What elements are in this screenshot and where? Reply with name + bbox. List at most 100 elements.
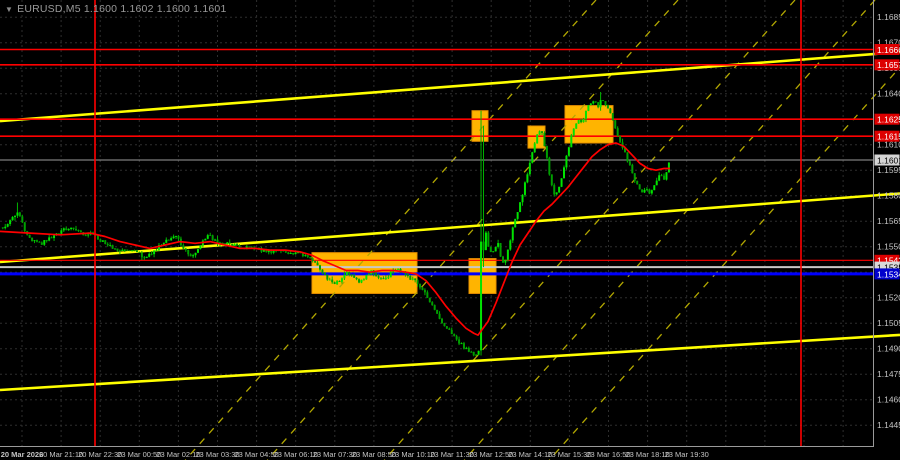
candle-body: [419, 283, 422, 288]
candle-body: [514, 218, 517, 228]
candle-body: [75, 228, 77, 230]
candle-body: [543, 132, 546, 147]
candle-body: [575, 123, 578, 129]
candle-body: [560, 178, 563, 187]
candle-body: [209, 235, 212, 237]
candle-body: [489, 246, 492, 253]
candle-body: [431, 302, 434, 306]
candle-body: [658, 175, 661, 181]
candle-body: [148, 253, 151, 257]
candle-body: [206, 235, 209, 239]
candle-body: [345, 272, 348, 275]
candle-body: [104, 240, 107, 244]
candle-body: [309, 256, 312, 259]
candle-body: [653, 185, 656, 191]
candle-body: [467, 347, 470, 352]
candle-body: [531, 152, 534, 163]
candle-body: [506, 249, 509, 260]
candle-body: [521, 194, 524, 203]
candle-body: [204, 238, 207, 241]
candle-body: [638, 184, 641, 190]
channel-trendline[interactable]: [0, 192, 900, 264]
candle-body: [594, 101, 597, 103]
candle-body: [270, 250, 273, 253]
candle-body: [40, 242, 43, 245]
candle-body: [216, 239, 219, 244]
candle-body: [516, 212, 519, 219]
time-tick-label: 23 Mar 06:10: [274, 450, 318, 459]
candle-body: [465, 347, 468, 349]
candle-body: [11, 216, 14, 221]
time-tick-label: 23 Mar 19:30: [665, 450, 709, 459]
candle-body: [406, 274, 409, 277]
candle-body: [355, 277, 358, 280]
candle-body: [602, 100, 605, 102]
candle-body: [338, 281, 341, 283]
price-tick-label: 1.1580: [877, 191, 900, 201]
candle-body: [367, 274, 370, 276]
time-tick-label: 23 Mar 15:30: [547, 450, 591, 459]
candle-body: [131, 250, 134, 252]
candle-body: [650, 190, 653, 194]
dashed-trendline[interactable]: [184, 0, 597, 460]
candle-body: [438, 313, 441, 319]
price-tick-label: 1.1550: [877, 242, 900, 252]
candle-body: [48, 237, 51, 241]
candle-body: [262, 248, 265, 252]
candle-body: [314, 261, 317, 263]
candle-body: [392, 271, 395, 273]
signal-zone-box[interactable]: [471, 110, 489, 142]
candle-body: [16, 212, 19, 216]
candle-body: [109, 245, 112, 247]
candle-body: [499, 243, 502, 257]
candle-body: [297, 252, 300, 254]
candle-body: [504, 259, 507, 263]
candle-body: [333, 282, 336, 284]
candle-body: [111, 245, 114, 249]
candle-body: [663, 175, 666, 180]
dashed-trendline[interactable]: [383, 0, 796, 460]
chevron-down-icon[interactable]: ▼: [5, 5, 14, 14]
candle-body: [175, 235, 178, 237]
grid: [0, 0, 873, 446]
candle-body: [38, 241, 41, 243]
time-tick-label: 23 Mar 18:10: [625, 450, 669, 459]
dashed-trendlines: [184, 0, 900, 460]
candle-body: [633, 173, 636, 181]
candle-body: [509, 240, 512, 250]
signal-zone-box[interactable]: [468, 258, 497, 294]
channel-trendline[interactable]: [0, 333, 900, 392]
dashed-trendline[interactable]: [548, 0, 900, 460]
moving-average-path[interactable]: [0, 142, 670, 336]
candle-body: [106, 243, 109, 246]
candle-body: [340, 278, 343, 282]
candle-body: [165, 239, 168, 243]
candle-body: [18, 212, 21, 217]
price-level-chip-1.1657: 1.1657: [874, 59, 900, 71]
svg-text:1.1666: 1.1666: [877, 45, 900, 55]
candle-body: [636, 180, 639, 185]
channel-trendline[interactable]: [0, 50, 900, 123]
candle-body: [665, 172, 668, 180]
candle-body: [348, 272, 351, 275]
price-tick-label: 1.1460: [877, 395, 900, 405]
price-tick-label: 1.1610: [877, 140, 900, 150]
candle-body: [306, 255, 309, 257]
candle-body: [502, 256, 504, 263]
dashed-trendline[interactable]: [266, 0, 679, 460]
candle-body: [360, 279, 363, 283]
candle-body: [375, 273, 378, 277]
candle-body: [157, 245, 160, 251]
time-tick-label: 23 Mar 14:10: [508, 450, 552, 459]
candle-body: [631, 164, 634, 174]
candle-body: [641, 189, 644, 193]
dashed-trendline[interactable]: [463, 0, 876, 460]
time-tick-label: 20 Mar 22:30: [78, 450, 122, 459]
candle-body: [587, 105, 590, 111]
price-tick-label: 1.1640: [877, 89, 900, 99]
price-level-chip-1.1538: 1.1538: [874, 261, 900, 273]
time-tick-label: 23 Mar 03:30: [195, 450, 239, 459]
candle-body: [187, 250, 190, 255]
